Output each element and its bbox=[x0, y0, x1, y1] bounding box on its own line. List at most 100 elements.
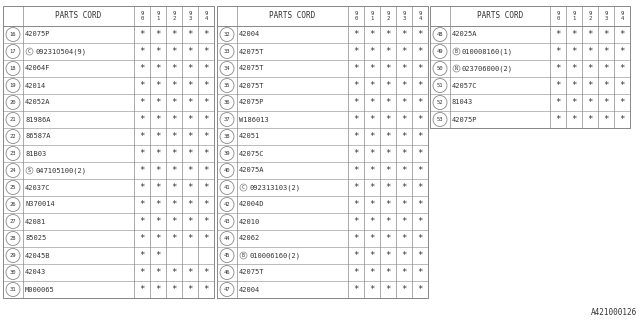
Text: M000065: M000065 bbox=[25, 286, 55, 292]
Text: *: * bbox=[140, 268, 145, 277]
Circle shape bbox=[433, 113, 447, 126]
Text: *: * bbox=[369, 268, 374, 277]
Text: *: * bbox=[385, 166, 390, 175]
Text: 28: 28 bbox=[10, 236, 16, 241]
Text: *: * bbox=[401, 217, 406, 226]
Circle shape bbox=[6, 249, 20, 262]
Text: 9
4: 9 4 bbox=[419, 11, 422, 21]
Text: *: * bbox=[369, 30, 374, 39]
Text: *: * bbox=[353, 81, 358, 90]
Text: *: * bbox=[172, 64, 177, 73]
Text: N370014: N370014 bbox=[25, 202, 55, 207]
Text: 9
0: 9 0 bbox=[556, 11, 559, 21]
Text: 42075T: 42075T bbox=[239, 83, 264, 89]
Text: *: * bbox=[604, 47, 609, 56]
Text: *: * bbox=[556, 47, 561, 56]
Circle shape bbox=[6, 164, 20, 178]
Text: 52: 52 bbox=[436, 100, 444, 105]
Text: *: * bbox=[369, 234, 374, 243]
Text: 16: 16 bbox=[10, 32, 16, 37]
Circle shape bbox=[220, 164, 234, 178]
Text: *: * bbox=[604, 30, 609, 39]
Text: *: * bbox=[172, 149, 177, 158]
Text: *: * bbox=[417, 115, 422, 124]
Text: *: * bbox=[572, 81, 577, 90]
Text: *: * bbox=[401, 98, 406, 107]
Text: *: * bbox=[417, 166, 422, 175]
Text: *: * bbox=[385, 64, 390, 73]
Text: *: * bbox=[172, 285, 177, 294]
Text: 41: 41 bbox=[224, 185, 230, 190]
Text: W186013: W186013 bbox=[239, 116, 269, 123]
Text: 9
3: 9 3 bbox=[604, 11, 607, 21]
Text: *: * bbox=[620, 115, 625, 124]
Text: *: * bbox=[204, 166, 209, 175]
Text: *: * bbox=[385, 115, 390, 124]
Text: 010006160(2): 010006160(2) bbox=[249, 252, 300, 259]
Text: 9
0: 9 0 bbox=[140, 11, 143, 21]
Text: *: * bbox=[588, 64, 593, 73]
Text: *: * bbox=[401, 81, 406, 90]
Text: *: * bbox=[140, 81, 145, 90]
Text: *: * bbox=[204, 268, 209, 277]
Text: *: * bbox=[401, 115, 406, 124]
Text: *: * bbox=[401, 251, 406, 260]
Text: *: * bbox=[204, 132, 209, 141]
Text: *: * bbox=[401, 183, 406, 192]
Text: 9
3: 9 3 bbox=[403, 11, 406, 21]
Text: *: * bbox=[369, 200, 374, 209]
Text: *: * bbox=[140, 132, 145, 141]
Text: *: * bbox=[620, 47, 625, 56]
Text: *: * bbox=[172, 81, 177, 90]
Text: *: * bbox=[140, 30, 145, 39]
Text: *: * bbox=[188, 115, 193, 124]
Text: 42075A: 42075A bbox=[239, 167, 264, 173]
Text: PARTS CORD: PARTS CORD bbox=[269, 12, 316, 20]
Text: *: * bbox=[156, 166, 161, 175]
Text: *: * bbox=[188, 183, 193, 192]
Text: 31: 31 bbox=[10, 287, 16, 292]
Text: *: * bbox=[353, 30, 358, 39]
Text: *: * bbox=[172, 115, 177, 124]
Circle shape bbox=[220, 214, 234, 228]
Text: *: * bbox=[572, 64, 577, 73]
Text: 37: 37 bbox=[224, 117, 230, 122]
Text: 9
2: 9 2 bbox=[172, 11, 175, 21]
Text: *: * bbox=[353, 234, 358, 243]
Text: *: * bbox=[188, 81, 193, 90]
Text: *: * bbox=[385, 251, 390, 260]
Circle shape bbox=[6, 130, 20, 143]
Text: B: B bbox=[242, 253, 245, 258]
Text: 39: 39 bbox=[224, 151, 230, 156]
Text: 42075T: 42075T bbox=[239, 269, 264, 276]
Text: *: * bbox=[156, 285, 161, 294]
Text: *: * bbox=[140, 115, 145, 124]
Text: *: * bbox=[204, 30, 209, 39]
Text: *: * bbox=[385, 98, 390, 107]
Text: 33: 33 bbox=[224, 49, 230, 54]
Circle shape bbox=[220, 266, 234, 279]
Text: 42045B: 42045B bbox=[25, 252, 51, 259]
Text: 9
2: 9 2 bbox=[588, 11, 591, 21]
Text: *: * bbox=[385, 81, 390, 90]
Text: *: * bbox=[204, 81, 209, 90]
Text: *: * bbox=[172, 200, 177, 209]
Circle shape bbox=[433, 28, 447, 42]
Text: 40: 40 bbox=[224, 168, 230, 173]
Text: 9
1: 9 1 bbox=[156, 11, 159, 21]
Text: *: * bbox=[204, 234, 209, 243]
Text: *: * bbox=[588, 30, 593, 39]
Text: *: * bbox=[156, 268, 161, 277]
Circle shape bbox=[433, 44, 447, 59]
Text: PARTS CORD: PARTS CORD bbox=[477, 12, 523, 20]
Text: *: * bbox=[188, 47, 193, 56]
Text: *: * bbox=[188, 285, 193, 294]
Text: *: * bbox=[401, 234, 406, 243]
Text: 24: 24 bbox=[10, 168, 16, 173]
Text: *: * bbox=[172, 98, 177, 107]
Circle shape bbox=[220, 28, 234, 42]
Text: *: * bbox=[156, 98, 161, 107]
Text: C: C bbox=[242, 185, 245, 190]
Text: *: * bbox=[156, 183, 161, 192]
Text: 43: 43 bbox=[224, 219, 230, 224]
